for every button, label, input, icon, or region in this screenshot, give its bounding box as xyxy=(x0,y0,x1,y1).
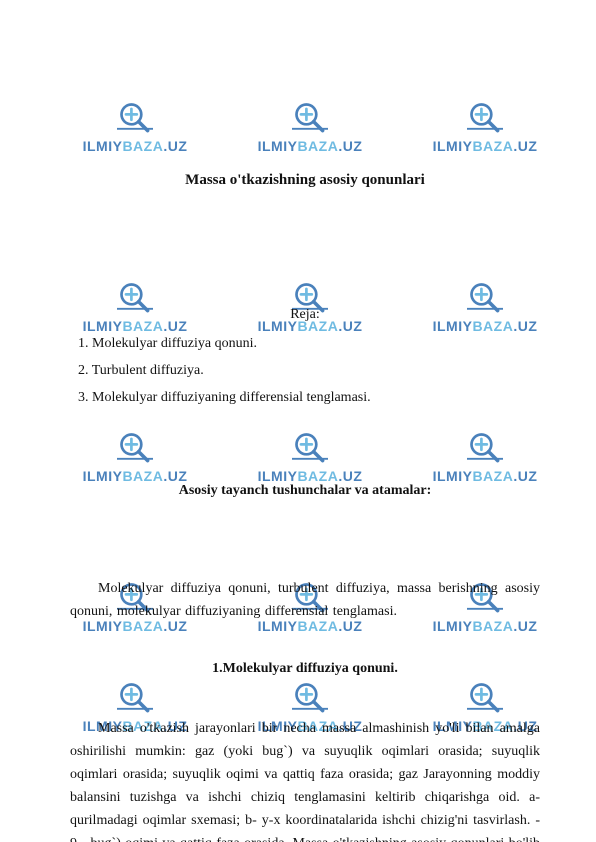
list-item: 2. Turbulent diffuziya. xyxy=(78,359,540,382)
reja-label: Reja: xyxy=(70,303,540,326)
subsection-heading: 1.Molekulyar diffuziya qonuni. xyxy=(70,657,540,680)
section-heading: Asosiy tayanch tushunchalar va atamalar: xyxy=(70,479,540,502)
content: Massa o'tkazishning asosiy qonunlari Rej… xyxy=(70,80,540,842)
page-title: Massa o'tkazishning asosiy qonunlari xyxy=(70,168,540,193)
body-paragraph: Massa o'tkazish jarayonlari bir necha ma… xyxy=(70,717,540,842)
outline-list: 1. Molekulyar diffuziya qonuni. 2. Turbu… xyxy=(78,332,540,409)
page: ILMIYBAZA.UZ ILMIYBAZA.UZ ILMIYBAZA.UZ I… xyxy=(0,0,596,842)
list-item: 3. Molekulyar diffuziyaning differensial… xyxy=(78,386,540,409)
list-item: 1. Molekulyar diffuziya qonuni. xyxy=(78,332,540,355)
intro-paragraph: Molekulyar diffuziya qonuni, turbulent d… xyxy=(70,577,540,623)
